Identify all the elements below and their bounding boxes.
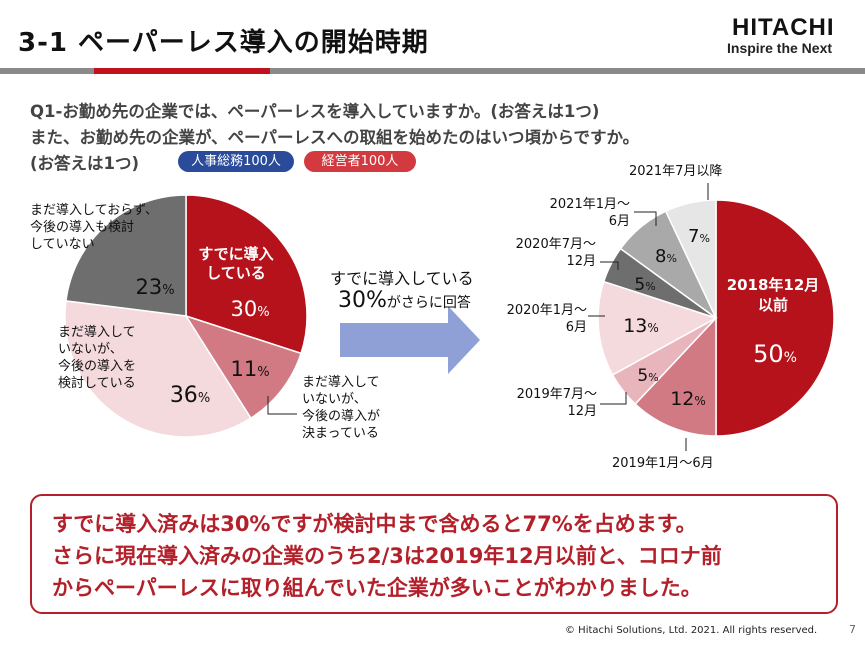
start-slice-6 [664, 199, 717, 319]
adoption-label-1: まだ導入していないが、今後の導入が決まっている [302, 375, 380, 441]
start-slice-1 [634, 316, 717, 437]
adoption-value-3: 23% [135, 275, 174, 299]
start-label-1: 2019年1月～6月 [612, 456, 714, 471]
start-label-3: 2020年1月～ 6月 [507, 303, 587, 335]
pie-chart-adoption-status [64, 194, 308, 438]
badge-hr: 人事総務100人 [178, 151, 294, 172]
question-line-1: Q1-お勤め先の企業では、ペーパーレスを導入していますか。(お答えは1つ) [30, 102, 600, 121]
start-label-5: 2021年1月～ 6月 [550, 197, 630, 229]
start-label-6: 2021年7月以降 [629, 164, 722, 179]
page-title: 3-1 ペーパーレス導入の開始時期 [18, 28, 429, 58]
start-slice-0 [715, 199, 835, 437]
adoption-label-3: まだ導入しておらず、今後の導入も検討していない [30, 203, 158, 252]
start-value-0: 50% [753, 340, 797, 368]
start-value-3: 13% [623, 315, 659, 337]
adoption-slice-1 [184, 314, 303, 420]
hitachi-logo: HITACHI [732, 14, 835, 41]
start-value-4: 5% [634, 275, 655, 295]
header-divider [0, 68, 865, 74]
right-arrow [340, 306, 480, 374]
hitachi-tagline: Inspire the Next [727, 40, 833, 56]
start-value-2: 5% [637, 366, 658, 386]
leader-start-4 [600, 261, 619, 270]
adoption-value-1: 11% [230, 357, 269, 381]
pie-chart-start-period [597, 199, 835, 437]
start-label-2: 2019年7月～ 12月 [517, 387, 597, 419]
start-label-4: 2020年7月～ 12月 [516, 237, 596, 269]
arrow-caption-text: がさらに回答 [386, 295, 471, 311]
conclusion-box [30, 494, 838, 614]
adoption-slice-0 [185, 194, 308, 355]
adoption-slice-2 [64, 299, 252, 438]
pie-chart-start-labels: 2018年12月以前50%12%5%13%5%8%7%2021年7月以降2021… [507, 164, 820, 471]
leader-start-2 [600, 392, 627, 405]
arrow-caption-line-2: 30%がさらに回答 [338, 288, 471, 313]
adoption-value-0: 30% [230, 297, 269, 321]
adoption-value-2: 36% [170, 383, 210, 408]
leader-adoption-1 [267, 396, 297, 415]
start-value-6: 7% [688, 226, 710, 247]
start-label-0: 2018年12月以前 [727, 276, 820, 314]
question-line-2: また、お勤め先の企業が、ペーパーレスへの取組を始めたのはいつ頃からですか。 [30, 128, 640, 147]
conclusion-line-1: すでに導入済みは30%ですが検討中まで含めると77%を占めます。 [52, 512, 697, 536]
conclusion-line-2: さらに現在導入済みの企業のうち2/3は2019年12月以前と、コロナ前 [52, 544, 722, 568]
copyright: © Hitachi Solutions, Ltd. 2021. All righ… [565, 625, 818, 636]
start-value-5: 8% [655, 246, 677, 267]
page-number: 7 [849, 623, 856, 636]
arrow-caption-pct: 30% [338, 288, 387, 313]
header-accent-bar [94, 68, 270, 74]
start-value-1: 12% [670, 388, 706, 410]
adoption-slice-3 [65, 194, 187, 317]
leader-lines [267, 183, 709, 451]
adoption-label-2: まだ導入していないが、今後の導入を検討している [58, 325, 136, 391]
question-line-3: (お答えは1つ) [30, 154, 140, 173]
conclusion-line-3: からペーパーレスに取り組んでいた企業が多いことがわかりました。 [52, 576, 702, 600]
badge-management: 経営者100人 [304, 151, 416, 172]
adoption-label-0: すでに導入している [198, 245, 273, 282]
arrow-caption-line-1: すでに導入している [330, 269, 474, 288]
pie-chart-adoption-labels: すでに導入している 30% 11% まだ導入していないが、今後の導入を検討している 36… [30, 203, 380, 441]
start-slice-3 [597, 280, 718, 376]
leader-start-5 [634, 211, 657, 226]
